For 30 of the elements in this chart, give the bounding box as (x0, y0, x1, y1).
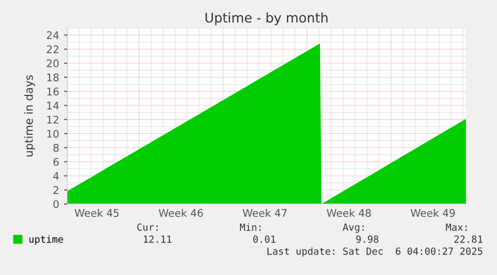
x-tick-label: Week 48 (326, 208, 371, 217)
x-tick-label: Week 45 (74, 208, 119, 217)
x-tick-label: Week 46 (158, 208, 203, 217)
text: Min: (240, 223, 261, 231)
y-tick-label: 22 (46, 45, 58, 54)
chart-title: Uptime - by month (206, 12, 328, 26)
text: Cur: (137, 223, 158, 231)
y-tick-label: 20 (46, 59, 59, 68)
y-axis-title: uptime in days (24, 75, 35, 156)
y-tick-label: 2 (53, 186, 58, 194)
x-tick-label: Week 49 (410, 208, 455, 217)
text: Avg: (342, 224, 364, 233)
x-tick-label: Week 47 (242, 208, 287, 217)
text: 12.11 (144, 235, 172, 243)
text: 0.01 (253, 235, 276, 243)
y-tick-label: 12 (47, 116, 58, 124)
y-tick-label: 0 (53, 200, 59, 208)
text: 9.98 (356, 235, 378, 243)
text: Max: (446, 224, 467, 231)
y-tick-label: 16 (47, 88, 59, 96)
text: Last update: Sat Dec 6 04:00:27 2025 (267, 247, 482, 257)
y-tick-label: 4 (53, 172, 59, 180)
text: 22.81 (454, 235, 482, 243)
y-tick-label: 8 (53, 144, 59, 152)
y-tick-label: 10 (47, 130, 59, 138)
legend-label: uptime (29, 235, 64, 245)
y-tick-label: 18 (47, 74, 59, 82)
y-tick-label: 14 (47, 102, 59, 110)
y-tick-label: 6 (53, 158, 59, 166)
y-tick-label: 24 (46, 31, 59, 39)
